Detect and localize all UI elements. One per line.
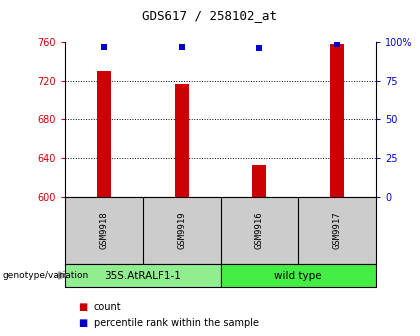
Point (178, 44, 185, 49)
Text: 35S.AtRALF1-1: 35S.AtRALF1-1 (104, 270, 181, 281)
Text: count: count (94, 302, 121, 312)
Text: ■: ■ (78, 302, 87, 312)
Bar (220, 264, 376, 287)
Bar (252, 165, 266, 197)
Text: GSM9917: GSM9917 (333, 211, 341, 249)
Bar (330, 44, 344, 197)
Text: wild type: wild type (274, 270, 322, 281)
Point (256, 45, 263, 51)
Bar (65, 264, 220, 287)
Bar (97, 71, 111, 197)
Point (334, 41, 341, 46)
Text: GDS617 / 258102_at: GDS617 / 258102_at (142, 9, 278, 22)
Point (101, 44, 108, 49)
Text: genotype/variation: genotype/variation (2, 271, 88, 280)
Polygon shape (59, 272, 66, 279)
Text: GSM9919: GSM9919 (177, 211, 186, 249)
Text: GSM9918: GSM9918 (100, 211, 108, 249)
Text: percentile rank within the sample: percentile rank within the sample (94, 318, 259, 328)
Text: GSM9916: GSM9916 (255, 211, 264, 249)
Text: ■: ■ (78, 318, 87, 328)
Bar (175, 84, 189, 197)
